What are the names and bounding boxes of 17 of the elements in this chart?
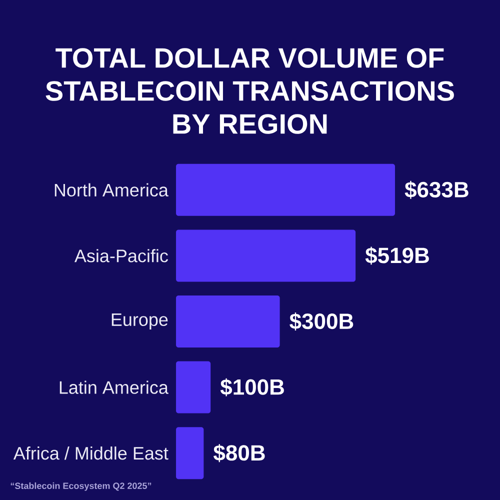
bar <box>176 164 396 216</box>
text: “Stablecoin Ecosystem Q2 2025” <box>10 482 152 491</box>
data-label: $519B <box>365 246 429 265</box>
chart-title: TOTAL DOLLAR VOLUME OF STABLECOIN TRANSACTIONS BY REGION <box>46 48 454 134</box>
data-label: $80B <box>213 444 265 462</box>
bar <box>176 361 211 414</box>
y-tick-label: Latin America <box>60 380 168 394</box>
y-tick-label: Europe <box>112 313 168 330</box>
y-tick-label: Africa / Middle East <box>13 446 168 460</box>
data-label: $300B <box>290 312 354 330</box>
bar <box>176 427 204 480</box>
y-tick-label: Asia-Pacific <box>74 249 168 262</box>
data-label: $633B <box>404 180 468 199</box>
bar <box>176 230 356 282</box>
y-tick-label: North America <box>54 183 168 197</box>
data-label: $100B <box>220 378 284 396</box>
bar <box>176 296 280 348</box>
